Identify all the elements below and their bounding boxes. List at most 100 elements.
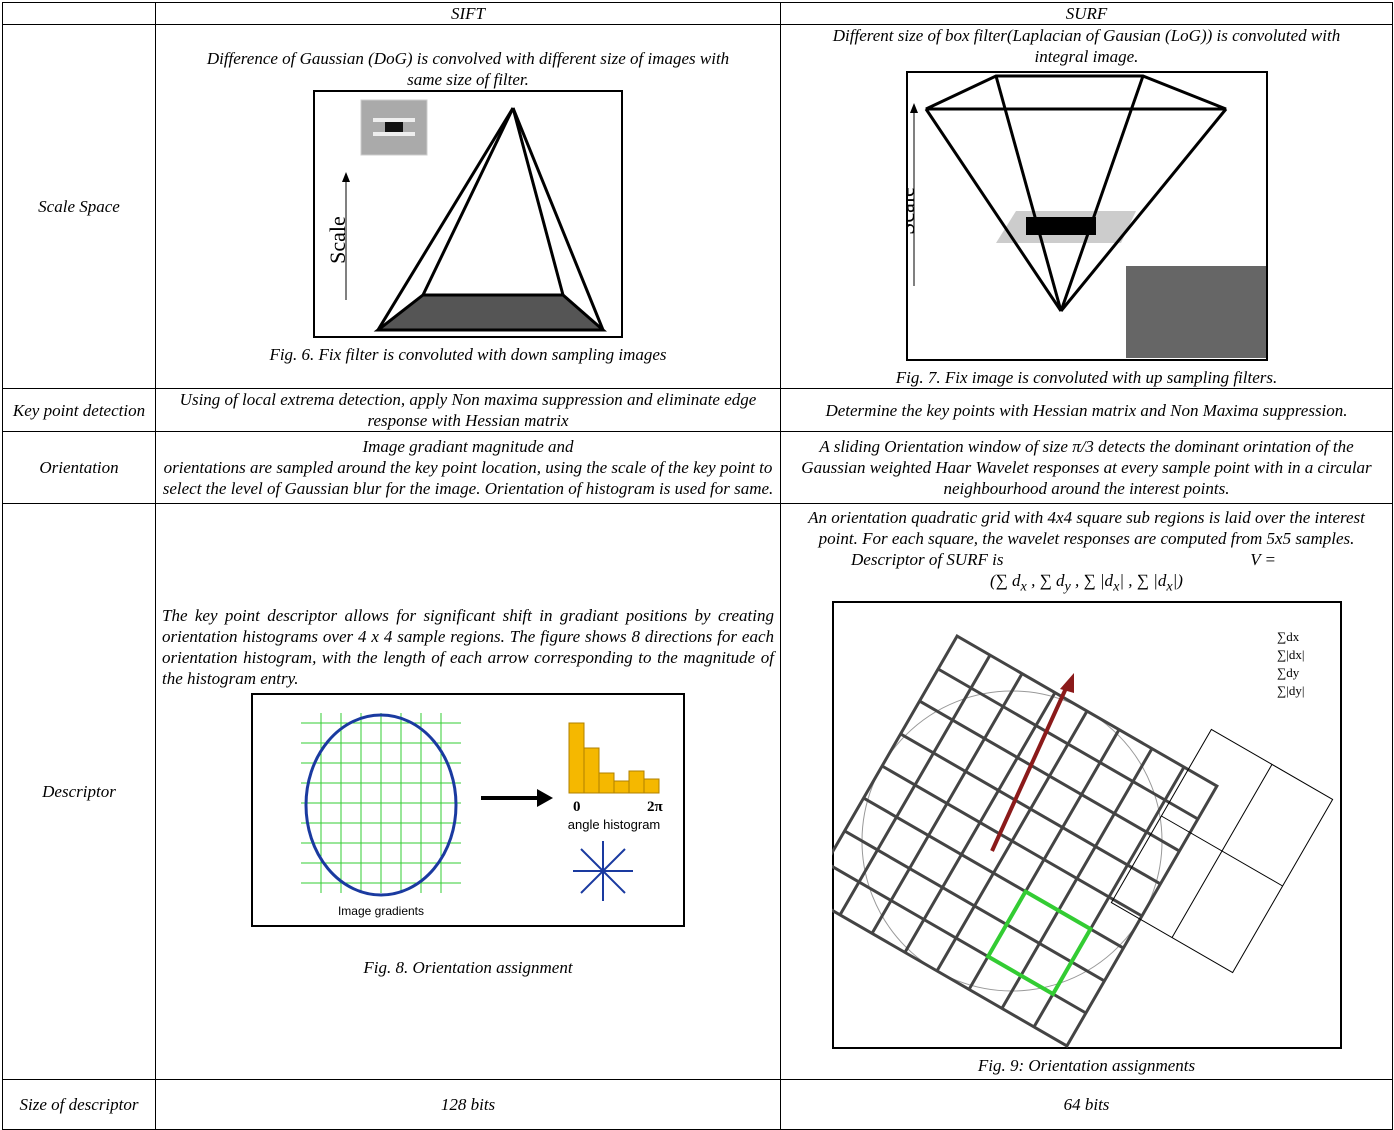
figure-shape [924, 74, 1227, 312]
figure-shape [373, 118, 415, 122]
formula: (∑ dx , ∑ dy , ∑ |dx| , ∑ |dx|) [787, 570, 1386, 597]
figure-caption: Fig. 7. Fix image is convoluted with up … [895, 368, 1278, 387]
figure-shape [598, 772, 615, 794]
figure-shape [989, 685, 1069, 853]
figure-shape [376, 107, 515, 331]
formula-text: , ∑ d [1026, 570, 1065, 590]
figure-shape [385, 122, 403, 132]
cell: Different size of box filter(Laplacian o… [780, 24, 1393, 389]
row-label: Descriptor [2, 503, 156, 1080]
axis-label: Scale [906, 187, 919, 235]
figure-shape [643, 778, 660, 794]
figure-shape [831, 634, 1219, 1049]
figure-shape [613, 780, 630, 794]
figure-shape [573, 841, 633, 901]
header-cell: SURF [780, 2, 1393, 25]
figure-shape [421, 107, 515, 296]
figure-shape [537, 789, 553, 807]
cell: A sliding Orientation window of size π/3… [780, 431, 1393, 504]
figure-shape [1059, 673, 1074, 694]
figure-label: ∑|dy| [1277, 683, 1304, 698]
figure-shape [1025, 217, 1096, 235]
formula: Descriptor of SURF is V = [787, 549, 1386, 570]
cell-text: An orientation quadratic grid with 4x4 s… [808, 507, 1365, 548]
figure-shape [301, 713, 461, 893]
figure-labels: ∑dx ∑|dx| ∑dy ∑|dy| [1277, 629, 1304, 698]
pyramid-figure: Scale [905, 71, 1268, 361]
cell-text: orientations are sampled around the key … [162, 458, 774, 498]
figure-shape [1125, 266, 1266, 358]
row: Size of descriptor 128 bits 64 bits [2, 1079, 1393, 1130]
figure-shape [831, 654, 1199, 1028]
cell-text: Difference of Gaussian (DoG) is convolve… [206, 49, 730, 89]
figure-label: 2π [647, 799, 664, 815]
figure-shape [909, 103, 918, 113]
figure-label: Image gradients [338, 904, 424, 918]
row: Descriptor The key point descriptor allo… [2, 503, 1393, 1080]
figure-shape [573, 841, 633, 901]
figure-shape [373, 107, 607, 332]
pyramid-figure: Scale [313, 90, 623, 338]
figure-shape [628, 770, 645, 794]
figure-shape [511, 107, 605, 331]
figure-shape [994, 75, 1062, 312]
cell: An orientation quadratic grid with 4x4 s… [780, 503, 1393, 1080]
figure-label: ∑|dx| [1277, 647, 1304, 662]
figure-shape [984, 888, 1093, 997]
figure-shape [304, 713, 458, 897]
figure-shape [301, 713, 461, 893]
figure-shape [1110, 728, 1333, 974]
row: Scale Space Difference of Gaussian (DoG)… [2, 24, 1393, 389]
formula-text: y [1064, 578, 1071, 595]
figure-shape [251, 693, 685, 927]
formula-text: | , ∑ |d [1119, 570, 1167, 590]
figure-caption: Fig. 6. Fix filter is convoluted with do… [269, 345, 667, 364]
figure-shape [373, 132, 415, 136]
formula-text: |) [1172, 570, 1183, 590]
figure-label: angle histogram [568, 817, 661, 832]
figure-shape [1059, 108, 1227, 312]
figure-shape [583, 747, 600, 794]
figure-label: ∑dy [1277, 665, 1300, 680]
formula-text: x [1113, 578, 1120, 595]
formula-intro: Descriptor of SURF is [851, 549, 1004, 569]
row-label: Orientation [2, 431, 156, 504]
cell: Image gradiant magnitude and orientation… [155, 431, 781, 504]
formula-text: x [1020, 578, 1027, 595]
cell: Using of local extrema detection, apply … [155, 388, 781, 432]
figure-label: 0 [573, 799, 581, 815]
gradient-figure: 0 2π angle histogram Image gradients [251, 693, 685, 927]
figure-shape [924, 108, 1062, 312]
cell: Difference of Gaussian (DoG) is convolve… [155, 24, 781, 389]
grid-figure: ∑dx ∑|dx| ∑dy ∑|dy| [831, 601, 1342, 1050]
formula-text: , ∑ |d [1070, 570, 1114, 590]
row-label: Scale Space [2, 24, 156, 389]
cell-text: Image gradiant magnitude and [362, 437, 574, 456]
cell: Determine the key points with Hessian ma… [780, 388, 1393, 432]
figure-shape [511, 107, 565, 296]
row: Orientation Image gradiant magnitude and… [2, 431, 1393, 504]
header-row: SIFT SURF [2, 2, 1393, 25]
figure-shape [378, 295, 603, 330]
header-cell: SIFT [155, 2, 781, 25]
figure-caption: Fig. 9: Orientation assignments [977, 1056, 1196, 1076]
corner-cell [2, 2, 156, 25]
formula-text: V = [1250, 549, 1276, 569]
figure-shape [1160, 764, 1283, 939]
figure-caption: Fig. 8. Orientation assignment [363, 958, 573, 977]
axis-label: Scale [325, 216, 350, 264]
figure-shape [1059, 75, 1144, 312]
cell: 128 bits [155, 1079, 781, 1130]
figure-shape [568, 722, 660, 794]
cell: The key point descriptor allows for sign… [155, 503, 781, 1080]
cell-text: The key point descriptor allows for sign… [162, 606, 774, 688]
figure-label: ∑dx [1277, 629, 1300, 644]
figure-shape [831, 601, 1342, 1050]
row-label: Key point detection [2, 388, 156, 432]
formula-text: x [1166, 578, 1173, 595]
formula-text: (∑ d [990, 570, 1021, 590]
figure-shape [342, 172, 350, 182]
cell-text: Different size of box filter(Laplacian o… [832, 26, 1341, 66]
